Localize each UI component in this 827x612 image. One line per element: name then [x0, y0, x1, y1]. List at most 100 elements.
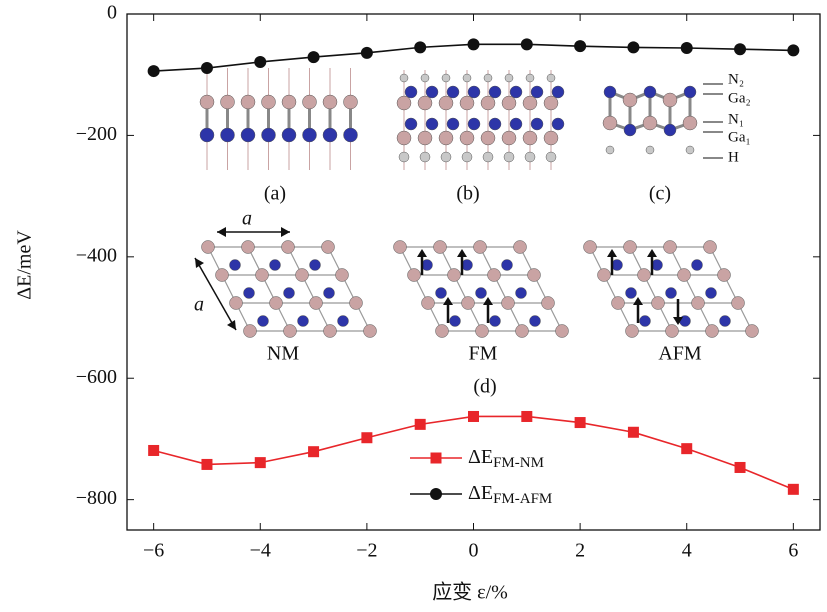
atom — [243, 324, 257, 338]
atom — [651, 296, 665, 310]
bond — [194, 257, 237, 331]
atom — [602, 115, 618, 131]
atom — [349, 296, 363, 310]
atom — [447, 268, 461, 282]
x-tick-label: 4 — [682, 540, 692, 562]
atom — [302, 94, 317, 110]
atom — [637, 268, 651, 282]
atom — [546, 73, 556, 83]
atom — [323, 287, 335, 299]
marker — [414, 418, 426, 430]
spin-arrow — [457, 249, 467, 257]
atom — [622, 92, 638, 108]
atom — [530, 117, 544, 131]
atom — [719, 315, 731, 327]
atom — [229, 259, 241, 271]
legend-label: ΔEFM-NM — [468, 446, 544, 472]
y-axis-label: ΔE/meV — [14, 230, 36, 300]
marker — [307, 51, 320, 64]
atom — [487, 268, 501, 282]
atom — [261, 127, 276, 143]
atom — [513, 240, 527, 254]
atom — [717, 268, 731, 282]
bond — [287, 246, 331, 332]
atom — [343, 127, 358, 143]
y-tick-label: −200 — [76, 123, 117, 145]
atom — [642, 115, 658, 131]
atom — [281, 94, 297, 110]
atom — [705, 287, 717, 299]
x-tick-label: −2 — [356, 540, 377, 562]
atom — [322, 94, 338, 110]
atom — [449, 315, 461, 327]
atom — [417, 95, 433, 111]
atom — [522, 95, 538, 111]
marker — [254, 457, 266, 469]
marker — [200, 62, 213, 75]
atom — [685, 145, 695, 155]
atom — [461, 296, 475, 310]
y-tick-label: −600 — [76, 366, 117, 388]
marker — [681, 443, 693, 455]
atom — [691, 259, 703, 271]
atom — [605, 145, 615, 155]
atom — [396, 130, 412, 146]
atom — [551, 85, 565, 99]
y-tick-label: −800 — [76, 487, 117, 509]
atom — [363, 324, 377, 338]
x-axis-label: 应变 ε/% — [432, 581, 508, 604]
atom — [421, 296, 435, 310]
marker — [680, 41, 693, 54]
marker — [361, 432, 373, 444]
atom — [525, 73, 535, 83]
magnetic-label: FM — [469, 343, 498, 365]
atom — [475, 287, 487, 299]
atom — [643, 85, 657, 99]
atom — [201, 240, 215, 254]
atom — [255, 268, 269, 282]
atom — [480, 130, 496, 146]
atom — [489, 315, 501, 327]
atom — [677, 268, 691, 282]
atom — [603, 85, 617, 99]
marker — [360, 46, 373, 59]
panel-label: (b) — [456, 183, 479, 205]
atom — [691, 296, 705, 310]
atom — [663, 123, 677, 137]
atom — [440, 151, 452, 163]
atom — [705, 324, 719, 338]
bond — [207, 246, 251, 332]
marker — [201, 458, 213, 470]
marker — [520, 38, 533, 51]
marker — [468, 410, 479, 422]
atom — [483, 73, 493, 83]
marker — [521, 410, 533, 422]
atom — [309, 259, 321, 271]
atom — [459, 95, 475, 111]
atom-label: Ga₂ — [728, 90, 751, 106]
atom — [404, 117, 418, 131]
atom — [446, 117, 460, 131]
atom — [323, 324, 337, 338]
atom — [467, 117, 481, 131]
atom — [645, 145, 655, 155]
bond — [589, 246, 633, 332]
legend-label: ΔEFM-AFM — [468, 482, 552, 508]
atom — [337, 315, 349, 327]
atom — [335, 268, 349, 282]
atom — [488, 117, 502, 131]
legend-marker — [430, 488, 442, 500]
atom — [309, 296, 323, 310]
marker — [734, 43, 747, 56]
marker — [574, 40, 587, 53]
marker — [467, 38, 480, 51]
atom — [543, 130, 559, 146]
atom — [438, 130, 454, 146]
atom — [515, 324, 529, 338]
legend-name: ΔE — [468, 482, 493, 504]
spin-arrow — [633, 297, 643, 305]
atom — [399, 73, 409, 83]
atom — [441, 73, 451, 83]
atom — [220, 94, 235, 110]
